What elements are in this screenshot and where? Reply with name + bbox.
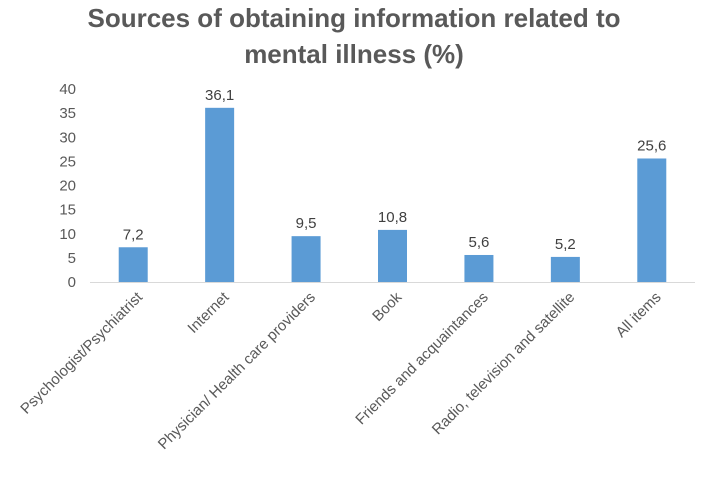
- bar-value-label: 25,6: [637, 137, 666, 154]
- chart-title: Sources of obtaining information related…: [0, 0, 708, 72]
- category-label: Psychologist/Psychiatrist: [17, 288, 146, 417]
- category-label: Internet: [184, 288, 233, 337]
- chart-title-line-1: Sources of obtaining information related…: [87, 3, 621, 33]
- category-label: Radio, television and satellite: [429, 289, 578, 438]
- bar-value-label: 5,2: [555, 236, 576, 253]
- bar: [205, 107, 235, 282]
- bar: [464, 254, 494, 282]
- data-labels: 7,2 36,1 9,5 10,8 5,6 5,2 25,6: [123, 87, 667, 253]
- y-tick-label: 15: [59, 202, 76, 219]
- bar: [378, 229, 407, 282]
- y-tick-label: 0: [68, 274, 76, 291]
- bar-value-label: 9,5: [296, 215, 317, 232]
- y-tick-label: 30: [59, 129, 76, 146]
- bar-value-label: 5,6: [468, 234, 489, 251]
- chart-title-line-2: mental illness (%): [244, 39, 464, 69]
- category-labels: Psychologist/Psychiatrist InternetPhysici…: [17, 288, 664, 453]
- y-tick-label: 35: [59, 105, 76, 122]
- y-tick-label: 20: [59, 178, 76, 195]
- category-label: Physician/ Health care providers: [155, 289, 319, 453]
- y-axis-ticks: 0 5 10 15 20 25 30 35 40: [59, 81, 76, 291]
- y-tick-label: 5: [68, 250, 76, 267]
- category-label: All items: [613, 289, 665, 341]
- bar: [550, 256, 580, 282]
- y-tick-label: 25: [59, 153, 76, 170]
- bar-value-label: 7,2: [123, 226, 144, 243]
- y-tick-label: 10: [59, 226, 76, 243]
- bar: [118, 247, 148, 282]
- bar: [291, 236, 321, 282]
- bar-value-label: 10,8: [378, 209, 407, 226]
- category-label: Book: [369, 288, 406, 325]
- bars: [118, 107, 667, 282]
- y-tick-label: 40: [59, 81, 76, 98]
- bar: [637, 158, 667, 282]
- bar-value-label: 36,1: [205, 87, 234, 104]
